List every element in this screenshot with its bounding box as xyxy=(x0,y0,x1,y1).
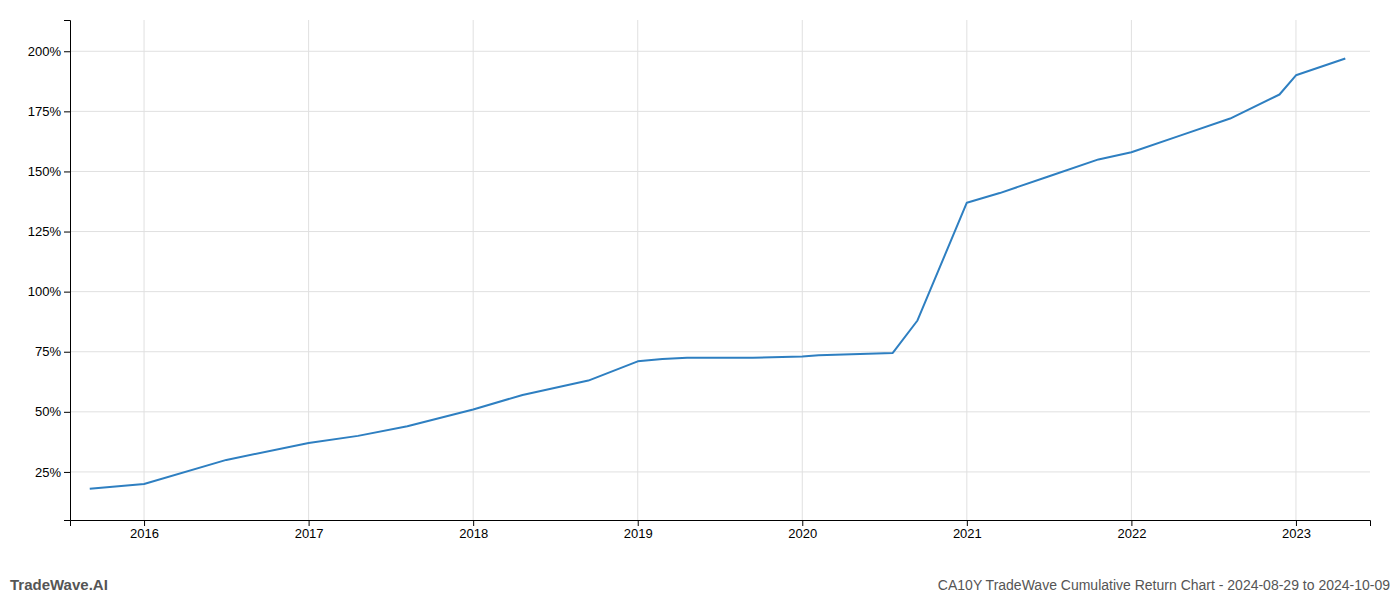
grid-line xyxy=(70,231,1370,232)
y-tick-mark xyxy=(64,412,70,413)
y-tick: 175% xyxy=(28,104,70,119)
grid-line xyxy=(802,20,803,520)
y-tick-mark xyxy=(64,111,70,112)
line xyxy=(90,58,1346,488)
x-tick: 2022 xyxy=(1117,520,1146,541)
y-tick-label: 150% xyxy=(28,164,62,179)
y-tick-mark xyxy=(64,171,70,172)
grid-line xyxy=(70,171,1370,172)
x-tick: 2023 xyxy=(1282,520,1311,541)
grid-line xyxy=(70,471,1370,472)
grid-line xyxy=(70,51,1370,52)
x-tick-label: 2016 xyxy=(130,526,159,541)
x-tick-label: 2021 xyxy=(953,526,982,541)
x-axis: 2016 2017 2018 2019 2020 2021 2022 2023 xyxy=(71,520,1371,541)
x-tick-mark xyxy=(967,520,968,526)
chart-container: 2016 2017 2018 2019 2020 2021 2022 2023 25% 50% 75… xyxy=(0,0,1400,600)
grid xyxy=(70,20,1370,520)
x-tick-mark xyxy=(1131,520,1132,526)
y-tick: 200% xyxy=(28,44,70,59)
grid-line xyxy=(308,20,309,520)
y-tick: 25% xyxy=(35,465,70,480)
y-tick-label: 25% xyxy=(35,465,61,480)
y-tick-label: 50% xyxy=(35,404,61,419)
x-tick: 2021 xyxy=(953,520,982,541)
grid-line xyxy=(966,20,967,520)
y-tick-mark xyxy=(64,472,70,473)
title: CA10Y TradeWave Cumulative Return Chart … xyxy=(938,577,1390,593)
x-tick-label: 2023 xyxy=(1282,526,1311,541)
x-tick-label: 2022 xyxy=(1117,526,1146,541)
x-tick-label: 2017 xyxy=(295,526,324,541)
x-tick-label: 2018 xyxy=(459,526,488,541)
y-tick-label: 175% xyxy=(28,104,62,119)
y-tick: 150% xyxy=(28,164,70,179)
x-tick-mark xyxy=(1296,520,1297,526)
plot-area xyxy=(90,58,1346,488)
grid-line xyxy=(473,20,474,520)
x-tick-mark xyxy=(473,520,474,526)
x-tick-mark xyxy=(638,520,639,526)
x-tick-mark xyxy=(144,520,145,526)
grid-line xyxy=(70,351,1370,352)
grid-line xyxy=(70,411,1370,412)
x-tick: 2017 xyxy=(295,520,324,541)
x-tick: 2019 xyxy=(624,520,653,541)
x-tick-label: 2019 xyxy=(624,526,653,541)
y-tick: 100% xyxy=(28,284,70,299)
x-tick: 2016 xyxy=(130,520,159,541)
y-tick: 50% xyxy=(35,404,70,419)
y-tick-label: 75% xyxy=(35,344,61,359)
y-axis-line xyxy=(64,21,71,521)
grid-line xyxy=(1131,20,1132,520)
y-tick-mark xyxy=(64,232,70,233)
y-tick: 75% xyxy=(35,344,70,359)
y-tick-label: 200% xyxy=(28,44,62,59)
grid-line xyxy=(70,111,1370,112)
x-tick-label: 2020 xyxy=(788,526,817,541)
chart-svg: 2016 2017 2018 2019 2020 2021 2022 2023 25% 50% 75… xyxy=(0,0,1400,600)
y-tick-label: 125% xyxy=(28,224,62,239)
grid-line xyxy=(144,20,145,520)
y-tick: 125% xyxy=(28,224,70,239)
y-tick-label: 100% xyxy=(28,284,62,299)
x-tick: 2018 xyxy=(459,520,488,541)
x-axis-line xyxy=(71,521,1371,527)
grid-line xyxy=(637,20,638,520)
grid-line xyxy=(1295,20,1296,520)
grid-line xyxy=(70,291,1370,292)
y-axis: 25% 50% 75% 100% 125% 150% 175% 200% xyxy=(28,21,71,521)
x-tick-mark xyxy=(309,520,310,526)
watermark: TradeWave.AI xyxy=(10,576,108,593)
y-tick-mark xyxy=(64,292,70,293)
y-tick-mark xyxy=(64,352,70,353)
x-tick: 2020 xyxy=(788,520,817,541)
x-tick-mark xyxy=(802,520,803,526)
y-tick-mark xyxy=(64,51,70,52)
